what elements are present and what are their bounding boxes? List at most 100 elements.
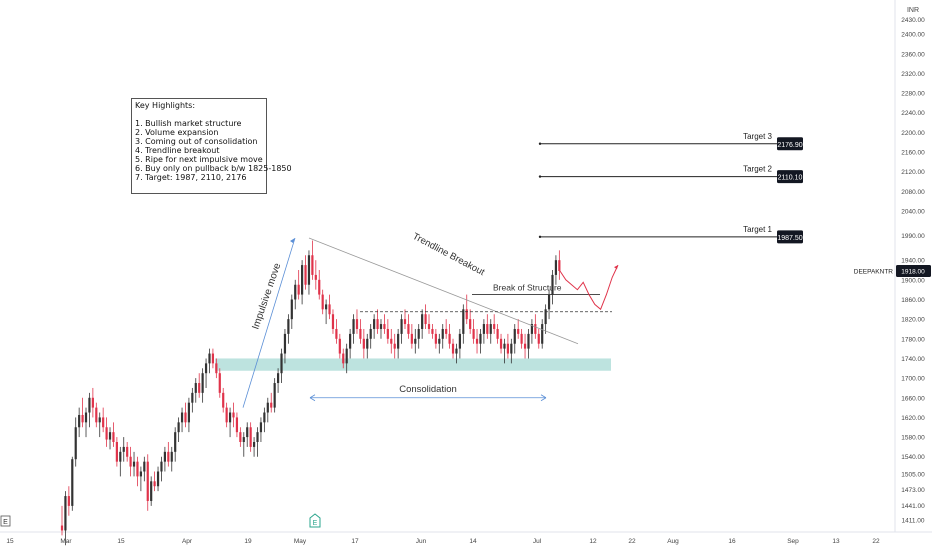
candle [544,304,547,334]
candle [108,427,112,450]
candle [503,338,506,364]
candle [523,333,527,359]
candle [232,402,235,428]
candle [174,427,177,462]
candle-body [445,328,448,334]
candle-body [98,417,101,423]
candle-body [246,427,249,438]
candle-body [493,324,496,329]
candle [373,314,376,339]
candle-body [417,328,420,339]
candle-body [91,397,94,408]
candle [475,328,479,354]
candle [496,324,499,344]
candle-body [325,304,328,310]
candle-body [554,260,558,275]
candle [259,417,263,442]
candle [126,442,129,462]
candle [266,397,269,423]
candle [98,412,101,438]
candle-body [211,353,215,364]
time-tick-label: Aug [667,538,679,545]
candle-body [136,461,139,477]
candle-body [403,319,407,325]
candle-body [397,333,400,349]
candle-body [222,392,225,408]
candle-body [153,481,156,487]
target-dot [538,175,542,178]
candle [252,437,256,457]
candle-body [150,481,153,501]
candle [325,299,328,325]
candle-body [400,319,403,334]
candle-body [523,343,527,349]
candle-body [132,461,136,467]
candle [198,373,201,398]
candle-body [74,427,77,460]
target-dot [538,142,542,145]
candle [218,368,221,398]
highlight-item: 5. Ripe for next impulsive move [135,155,263,164]
candle [458,328,461,359]
candle-body [393,343,396,349]
candle-body [280,353,283,374]
candle [170,446,173,472]
candle-body [379,324,383,329]
price-tick-label: 2430.00 [901,17,925,24]
candle-body [486,324,489,334]
candle [194,378,197,403]
candle [448,324,451,349]
candle [163,446,166,472]
price-tick-label: 1820.00 [901,317,925,324]
candle-body [345,348,348,364]
candle-body [527,333,530,349]
candle [349,328,352,359]
candle [112,422,115,447]
price-tick-label: 2200.00 [901,130,925,137]
candle [225,402,228,428]
svg-text:E: E [313,520,318,527]
price-tick-label: 1940.00 [901,258,925,265]
candle-body [252,442,256,447]
highlight-item: 3. Coming out of consolidation [135,137,258,146]
candle [78,407,81,438]
candle-body [458,333,461,349]
candle-body [232,412,235,418]
candle [369,324,372,349]
candle-body [307,255,311,285]
candle [180,407,184,433]
candle-body [208,353,211,364]
trendline [308,237,579,345]
candle [239,427,242,447]
time-tick-label: 22 [628,538,636,545]
price-tick-label: 2360.00 [901,51,925,58]
target-badge [777,137,803,151]
candle [150,476,153,506]
candle [359,319,362,344]
candle [379,319,383,339]
candle [95,402,98,428]
candle-body [349,333,352,349]
earnings-marker-may[interactable]: E [309,513,321,528]
candle-body [369,328,372,339]
candle [235,412,239,438]
candle-body [359,328,362,339]
candle [115,437,118,467]
target-label: Target 2 [743,165,772,174]
candle-body [506,343,509,354]
target-label: Target 3 [743,132,772,141]
candle-body [297,284,300,295]
candle [410,324,413,349]
candle [513,324,516,354]
candle-body [475,338,479,344]
candle-body [455,348,458,354]
candle [417,324,420,349]
candle [510,338,513,364]
projection-path [559,264,619,311]
earnings-marker-left[interactable]: E [0,515,11,527]
candle-body [242,437,245,442]
candle-body [84,412,88,423]
price-tick-label: 1660.00 [901,395,925,402]
candle [541,319,544,349]
